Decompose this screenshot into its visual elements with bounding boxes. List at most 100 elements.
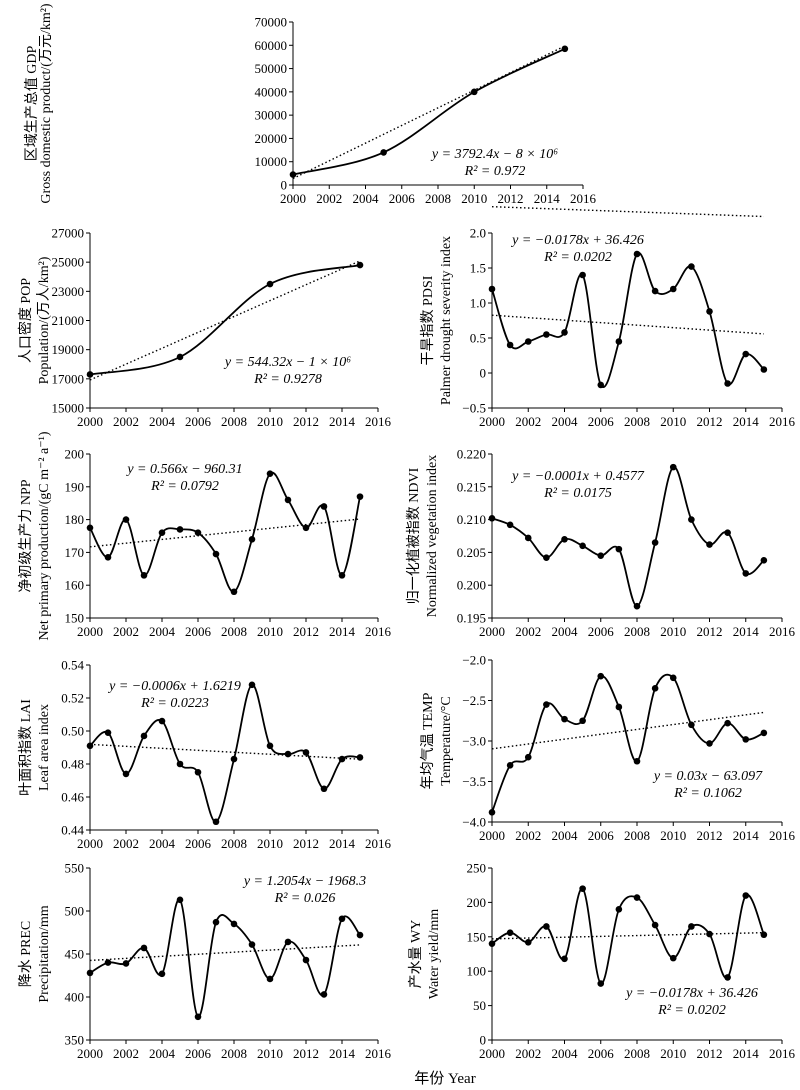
- x-tick-label: 2012: [293, 836, 319, 851]
- x-tick-label: 2000: [77, 1046, 103, 1061]
- data-point: [742, 736, 750, 743]
- series-line: [491, 252, 765, 388]
- chart-npp: 150 160 170 180 190 200 2000 2002 2004 2006 2008 20…: [17, 431, 392, 640]
- x-tick-label: 2002: [515, 828, 541, 843]
- x-tick-label: 2002: [316, 191, 342, 206]
- trend-line: [89, 260, 361, 381]
- y-tick-label: 180: [65, 512, 85, 527]
- y-tick-label: 150: [65, 611, 85, 626]
- y-tick-label: 170: [65, 545, 85, 560]
- trend-equation: y = −0.0001x + 0.4577: [510, 469, 645, 484]
- trend-equation: y = −0.0006x + 1.6219: [107, 679, 241, 694]
- data-point: [724, 719, 731, 727]
- data-point: [86, 742, 94, 750]
- x-tick-label: 2010: [257, 414, 283, 429]
- x-tick-label: 2016: [769, 414, 796, 429]
- y-tick-label: 400: [65, 990, 85, 1005]
- data-point: [302, 956, 310, 964]
- data-point: [760, 366, 768, 373]
- data-point: [669, 285, 677, 293]
- data-point: [579, 542, 586, 550]
- data-point: [760, 556, 768, 564]
- x-tick-label: 2016: [365, 624, 392, 639]
- x-tick-label: 2000: [479, 414, 505, 429]
- x-tick-label: 2014: [329, 414, 356, 429]
- y-axis-label: 净初级生产力 NPP: [17, 479, 34, 592]
- data-point: [651, 287, 659, 295]
- data-point: [597, 672, 605, 680]
- y-tick-label: 1.5: [470, 261, 486, 276]
- y-tick-label: −0.5: [462, 401, 486, 416]
- x-tick-label: 2004: [149, 1046, 176, 1061]
- data-point: [248, 681, 256, 689]
- x-tick-label: 2008: [624, 414, 650, 429]
- series-line: [89, 471, 361, 593]
- y-axis-label: 归一化植被指数 NDVI: [405, 467, 422, 604]
- x-tick-label: 2002: [113, 1046, 139, 1061]
- data-point: [651, 539, 659, 546]
- trend-r2: R² = 0.0175: [543, 486, 612, 501]
- y-axis-label: Normalized vegetation index: [425, 455, 440, 618]
- data-point: [669, 674, 677, 682]
- y-axis-label: Palmer drought severity index: [439, 236, 454, 405]
- data-point: [706, 930, 713, 938]
- x-tick-label: 2010: [461, 191, 487, 206]
- x-tick-label: 2012: [697, 1046, 723, 1061]
- y-tick-label: 350: [65, 1033, 85, 1048]
- y-tick-label: 0.205: [457, 545, 486, 560]
- chart-gdp: 0 10000 20000 30000 40000 50000 60000 70000 2000…: [24, 3, 597, 206]
- data-point: [176, 353, 184, 361]
- trend-r2: R² = 0.9278: [253, 372, 322, 387]
- data-point: [742, 892, 750, 899]
- x-tick-label: 2008: [221, 836, 247, 851]
- data-point: [338, 755, 346, 763]
- x-tick-label: 2004: [552, 1046, 579, 1061]
- x-tick-label: 2016: [769, 624, 796, 639]
- data-point: [104, 554, 112, 561]
- chart-pdsi: −0.5 0 0.5 1.0 1.5 2.0 2000 2002 2004 2006 2008 201…: [420, 226, 796, 430]
- trend-line: [89, 944, 361, 962]
- data-point: [356, 931, 364, 939]
- data-point: [140, 572, 148, 579]
- y-tick-label: 21000: [52, 313, 85, 328]
- trend-equation: y = 544.32x − 1 × 10⁶: [223, 355, 351, 370]
- data-point: [506, 521, 514, 529]
- data-point: [615, 338, 623, 345]
- data-point: [579, 271, 586, 279]
- trend-line: [491, 931, 764, 940]
- y-tick-label: 200: [467, 895, 487, 910]
- data-point: [669, 954, 677, 962]
- data-point: [212, 550, 220, 558]
- x-tick-label: 2004: [552, 624, 579, 639]
- x-tick-label: 2012: [697, 414, 723, 429]
- y-tick-label: −3.5: [462, 774, 486, 789]
- y-tick-label: 10000: [255, 154, 288, 169]
- data-point: [524, 534, 532, 542]
- data-point: [158, 970, 166, 978]
- x-tick-label: 2010: [660, 624, 686, 639]
- x-tick-label: 2006: [588, 624, 615, 639]
- x-tick-label: 2000: [77, 624, 103, 639]
- y-axis-label: 降水 PREC: [18, 921, 34, 988]
- data-point: [86, 969, 94, 977]
- y-tick-label: 150: [467, 929, 487, 944]
- x-tick-label: 2016: [365, 836, 392, 851]
- y-tick-label: 27000: [52, 226, 85, 241]
- data-point: [158, 717, 166, 725]
- x-tick-label: 2002: [113, 414, 139, 429]
- x-tick-label: 2006: [185, 624, 212, 639]
- x-tick-label: 2002: [515, 414, 541, 429]
- data-point: [122, 770, 130, 778]
- data-point: [338, 572, 346, 579]
- data-point: [488, 808, 496, 816]
- y-tick-label: 0: [480, 366, 487, 381]
- x-tick-label: 2000: [479, 1046, 505, 1061]
- x-tick-label: 2014: [329, 836, 356, 851]
- data-point: [561, 535, 568, 543]
- x-tick-label: 2012: [293, 624, 319, 639]
- data-point: [669, 463, 677, 471]
- data-point: [212, 818, 220, 826]
- data-point: [724, 380, 731, 387]
- x-tick-label: 2004: [149, 414, 176, 429]
- data-point: [579, 717, 586, 725]
